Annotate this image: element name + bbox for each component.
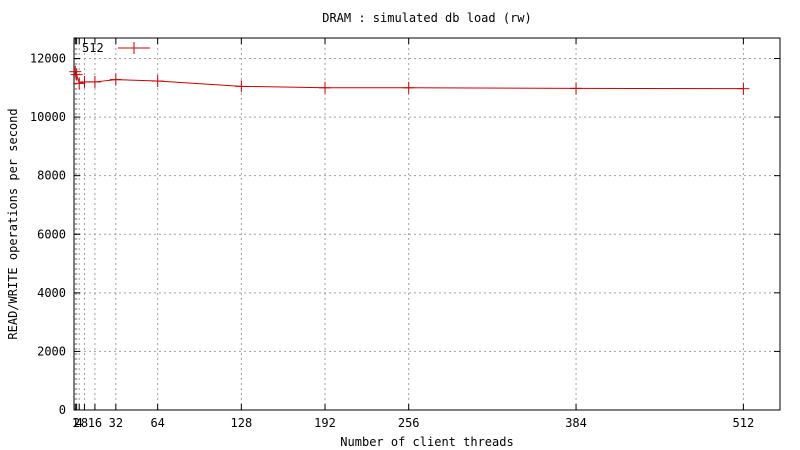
data-point bbox=[319, 81, 332, 94]
x-tick-label: 512 bbox=[733, 416, 755, 430]
x-tick-label: 64 bbox=[150, 416, 164, 430]
x-tick-label: 8 bbox=[81, 416, 88, 430]
data-point bbox=[570, 82, 583, 95]
data-point bbox=[73, 77, 86, 90]
plot-frame bbox=[73, 37, 781, 411]
grid-lines bbox=[74, 38, 780, 410]
y-axis-label: READ/WRITE operations per second bbox=[6, 108, 20, 339]
x-tick-label: 256 bbox=[398, 416, 420, 430]
data-point bbox=[109, 73, 122, 86]
x-tick-label: 2 bbox=[73, 416, 80, 430]
y-axis-ticks: 0 2000 4000 6000 8000 10000 12000 bbox=[30, 52, 780, 417]
data-point bbox=[88, 75, 101, 88]
series-line bbox=[74, 71, 744, 90]
legend: 512 bbox=[82, 41, 150, 55]
data-point bbox=[70, 68, 83, 81]
data-point bbox=[402, 81, 415, 94]
x-tick-label: 1 bbox=[72, 416, 79, 430]
data-point bbox=[69, 65, 82, 78]
y-tick-label: 4000 bbox=[37, 286, 66, 300]
x-tick-label: 192 bbox=[314, 416, 336, 430]
data-point bbox=[78, 75, 91, 88]
series-layer bbox=[69, 65, 750, 95]
y-tick-label: 12000 bbox=[30, 52, 66, 66]
y-tick-label: 2000 bbox=[37, 344, 66, 358]
y-tick-label: 0 bbox=[59, 403, 66, 417]
x-tick-label: 4 bbox=[76, 416, 83, 430]
x-tick-label: 384 bbox=[565, 416, 587, 430]
y-tick-label: 10000 bbox=[30, 110, 66, 124]
y-tick-label: 8000 bbox=[37, 169, 66, 183]
data-point bbox=[151, 75, 164, 88]
legend-label: 512 bbox=[82, 41, 104, 55]
x-tick-label: 32 bbox=[109, 416, 123, 430]
x-tick-label: 128 bbox=[231, 416, 253, 430]
data-point bbox=[737, 82, 750, 95]
data-point bbox=[235, 80, 248, 93]
y-tick-label: 6000 bbox=[37, 227, 66, 241]
x-axis-label: Number of client threads bbox=[340, 435, 513, 449]
x-tick-label: 16 bbox=[88, 416, 102, 430]
chart-title: DRAM : simulated db load (rw) bbox=[322, 11, 532, 25]
